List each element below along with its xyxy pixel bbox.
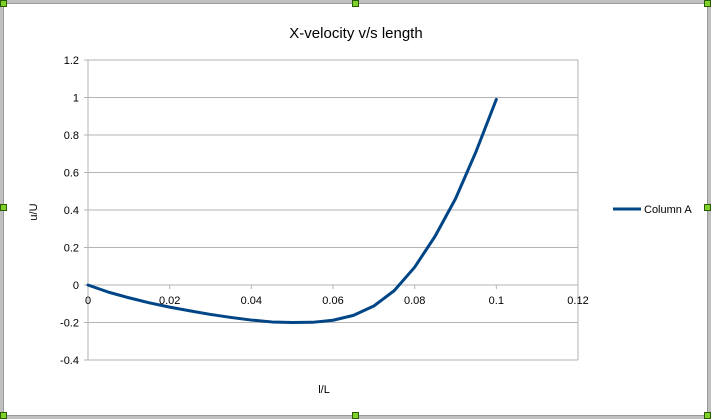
axes (87, 60, 579, 360)
y-tick-label: 1.2 (64, 55, 79, 67)
series-layer (86, 97, 498, 324)
legend-label: Column A (644, 204, 692, 216)
resize-handle-bottom-left[interactable] (0, 412, 7, 419)
y-tick-label: -0.2 (60, 318, 79, 330)
y-tick-label: 0.8 (64, 130, 79, 142)
x-tick-label: 0.06 (322, 295, 343, 307)
resize-handle-left[interactable] (0, 204, 7, 211)
x-tick-label: 0.08 (404, 295, 425, 307)
x-axis-title: l/L (318, 384, 330, 396)
chart-frame[interactable]: X-velocity v/s length -0.4 -0.2 0 0.2 0.4 0.6… (3, 3, 708, 416)
chart-title: X-velocity v/s length (289, 25, 422, 42)
y-tick-label: -0.4 (60, 355, 79, 367)
y-axis-title: u/U (28, 203, 40, 220)
gridlines (84, 59, 578, 361)
line-chart: X-velocity v/s length -0.4 -0.2 0 0.2 0.4 0.6… (28, 25, 692, 396)
y-tick-label: 0.4 (64, 205, 79, 217)
resize-handle-right[interactable] (704, 204, 711, 211)
series-line (86, 97, 498, 324)
y-tick-label: 1 (73, 93, 79, 105)
resize-handle-top[interactable] (352, 0, 359, 7)
y-tick-label: 0 (73, 280, 79, 292)
x-tick-label: 0.02 (159, 295, 180, 307)
x-tick-label: 0.12 (567, 295, 588, 307)
resize-handle-top-right[interactable] (704, 0, 711, 7)
x-tick-labels: 0 0.02 0.04 0.06 0.08 0.1 0.12 (85, 295, 589, 307)
legend: Column A (613, 204, 692, 216)
y-tick-labels: -0.4 -0.2 0 0.2 0.4 0.6 0.8 1 1.2 (60, 55, 79, 367)
x-tick-label: 0.1 (489, 295, 504, 307)
y-tick-label: 0.6 (64, 168, 79, 180)
x-tick-label: 0.04 (241, 295, 262, 307)
y-tick-label: 0.2 (64, 243, 79, 255)
resize-handle-bottom-right[interactable] (704, 412, 711, 419)
resize-handle-bottom[interactable] (352, 412, 359, 419)
resize-handle-top-left[interactable] (0, 0, 7, 7)
x-tick-label: 0 (85, 295, 91, 307)
